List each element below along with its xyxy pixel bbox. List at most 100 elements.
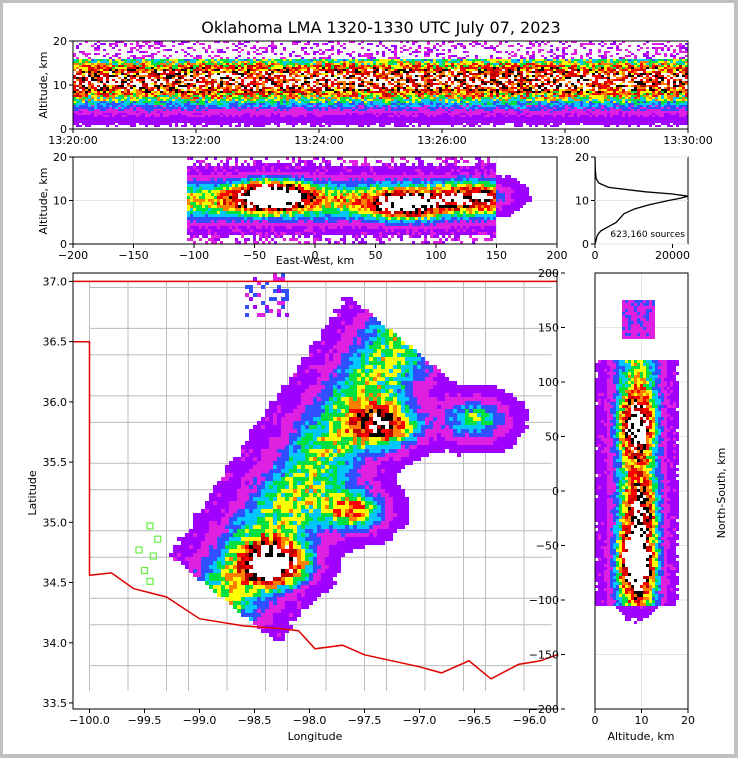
time-height-cell [451, 81, 454, 83]
time-height-cell [397, 121, 400, 123]
time-height-cell [139, 103, 142, 105]
time-height-cell [103, 103, 106, 105]
time-height-cell [367, 87, 370, 89]
time-height-cell [199, 113, 202, 115]
time-height-cell [247, 67, 250, 69]
time-height-cell [376, 65, 379, 67]
time-height-cell [187, 53, 190, 55]
time-height-cell [460, 97, 463, 99]
time-height-cell [280, 63, 283, 65]
time-height-cell [175, 89, 178, 91]
time-height-cell [238, 85, 241, 87]
time-height-cell [121, 87, 124, 89]
time-height-cell [301, 113, 304, 115]
time-height-cell [466, 107, 469, 109]
time-height-cell [406, 81, 409, 83]
time-height-cell [223, 89, 226, 91]
time-height-cell [406, 95, 409, 97]
time-height-cell [340, 91, 343, 93]
time-height-cell [85, 93, 88, 95]
time-height-cell [415, 75, 418, 77]
time-height-cell [289, 117, 292, 119]
time-height-cell [154, 77, 157, 79]
time-height-cell [370, 97, 373, 99]
time-height-cell [235, 101, 238, 103]
time-height-cell [364, 83, 367, 85]
time-height-cell [283, 97, 286, 99]
time-height-cell [208, 117, 211, 119]
time-height-cell [310, 85, 313, 87]
time-height-cell [91, 115, 94, 117]
time-height-cell [169, 95, 172, 97]
time-height-cell [196, 87, 199, 89]
time-height-cell [274, 79, 277, 81]
time-height-cell [229, 105, 232, 107]
time-height-cell [229, 109, 232, 111]
time-height-cell [448, 123, 451, 125]
time-height-cell [181, 49, 184, 51]
time-height-cell [172, 87, 175, 89]
time-height-cell [430, 69, 433, 71]
time-height-cell [160, 79, 163, 81]
time-height-cell [274, 85, 277, 87]
time-height-cell [265, 103, 268, 105]
time-height-cell [187, 61, 190, 63]
time-height-cell [466, 77, 469, 79]
time-height-cell [439, 91, 442, 93]
time-height-cell [196, 79, 199, 81]
time-height-cell [178, 105, 181, 107]
time-height-cell [367, 43, 370, 45]
time-height-cell [385, 71, 388, 73]
time-height-cell [397, 113, 400, 115]
time-height-cell [259, 123, 262, 125]
time-height-cell [394, 101, 397, 103]
time-height-cell [472, 61, 475, 63]
time-height-cell [451, 63, 454, 65]
time-height-cell [97, 79, 100, 81]
time-height-cell [229, 111, 232, 113]
time-height-cell [184, 41, 187, 43]
time-height-cell [271, 69, 274, 71]
time-height-cell [208, 105, 211, 107]
time-height-cell [127, 61, 130, 63]
time-height-cell [151, 65, 154, 67]
time-height-cell [178, 71, 181, 73]
time-height-cell [166, 123, 169, 125]
time-height-cell [301, 115, 304, 117]
time-height-cell [415, 51, 418, 53]
time-height-cell [292, 121, 295, 123]
time-height-cell [88, 93, 91, 95]
time-height-cell [382, 111, 385, 113]
time-height-cell [394, 85, 397, 87]
time-height-cell [79, 61, 82, 63]
time-height-cell [124, 119, 127, 121]
time-height-cell [229, 73, 232, 75]
time-height-cell [190, 67, 193, 69]
time-height-cell [379, 73, 382, 75]
time-height-cell [88, 115, 91, 117]
time-height-cell [292, 113, 295, 115]
time-height-cell [97, 47, 100, 49]
time-height-cell [112, 93, 115, 95]
time-height-cell [361, 101, 364, 103]
time-height-cell [115, 105, 118, 107]
time-height-cell [175, 91, 178, 93]
time-height-cell [79, 79, 82, 81]
time-height-cell [193, 89, 196, 91]
time-height-cell [400, 93, 403, 95]
time-height-cell [250, 99, 253, 101]
time-height-cell [229, 117, 232, 119]
time-height-cell [292, 77, 295, 79]
time-height-cell [331, 77, 334, 79]
time-height-cell [358, 65, 361, 67]
time-height-cell [304, 51, 307, 53]
time-height-cell [73, 93, 76, 95]
time-height-cell [151, 119, 154, 121]
time-height-cell [130, 71, 133, 73]
time-height-cell [448, 87, 451, 89]
time-height-cell [190, 123, 193, 125]
time-height-cell [451, 69, 454, 71]
time-height-cell [292, 103, 295, 105]
time-height-cell [427, 111, 430, 113]
time-height-cell [397, 111, 400, 113]
